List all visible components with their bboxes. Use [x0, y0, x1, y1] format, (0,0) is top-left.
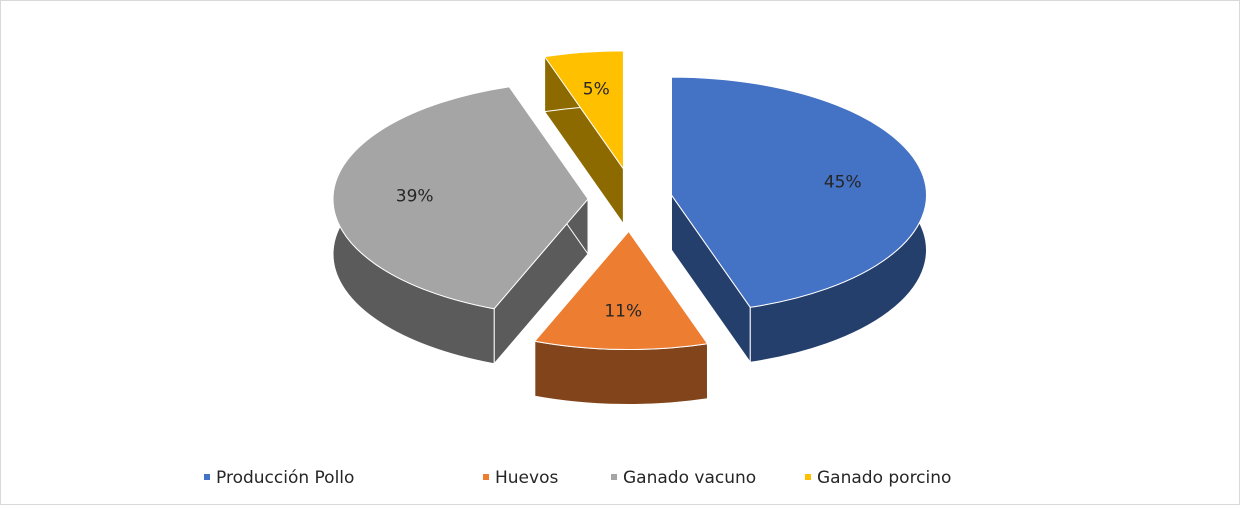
data-label: 39% [396, 186, 434, 206]
data-label: 5% [583, 80, 610, 100]
pie: 45% 11% 39% 5% [332, 50, 927, 405]
legend-swatch [204, 474, 210, 480]
slice [543, 50, 624, 171]
legend-label: Ganado porcino [817, 468, 951, 488]
legend-label: Ganado vacuno [623, 468, 756, 488]
data-label: 45% [824, 173, 862, 193]
legend: Producción Pollo Huevos Ganado vacuno Ganad… [204, 468, 951, 488]
legend-swatch [483, 474, 489, 480]
legend-label: Huevos [495, 468, 558, 488]
legend-swatch [805, 474, 811, 480]
slice [670, 76, 927, 308]
slice [533, 230, 709, 350]
slice-side [534, 340, 708, 405]
legend-label: Producción Pollo [216, 468, 354, 488]
data-label: 11% [604, 302, 642, 322]
slice [332, 86, 589, 310]
legend-swatch [611, 474, 617, 480]
